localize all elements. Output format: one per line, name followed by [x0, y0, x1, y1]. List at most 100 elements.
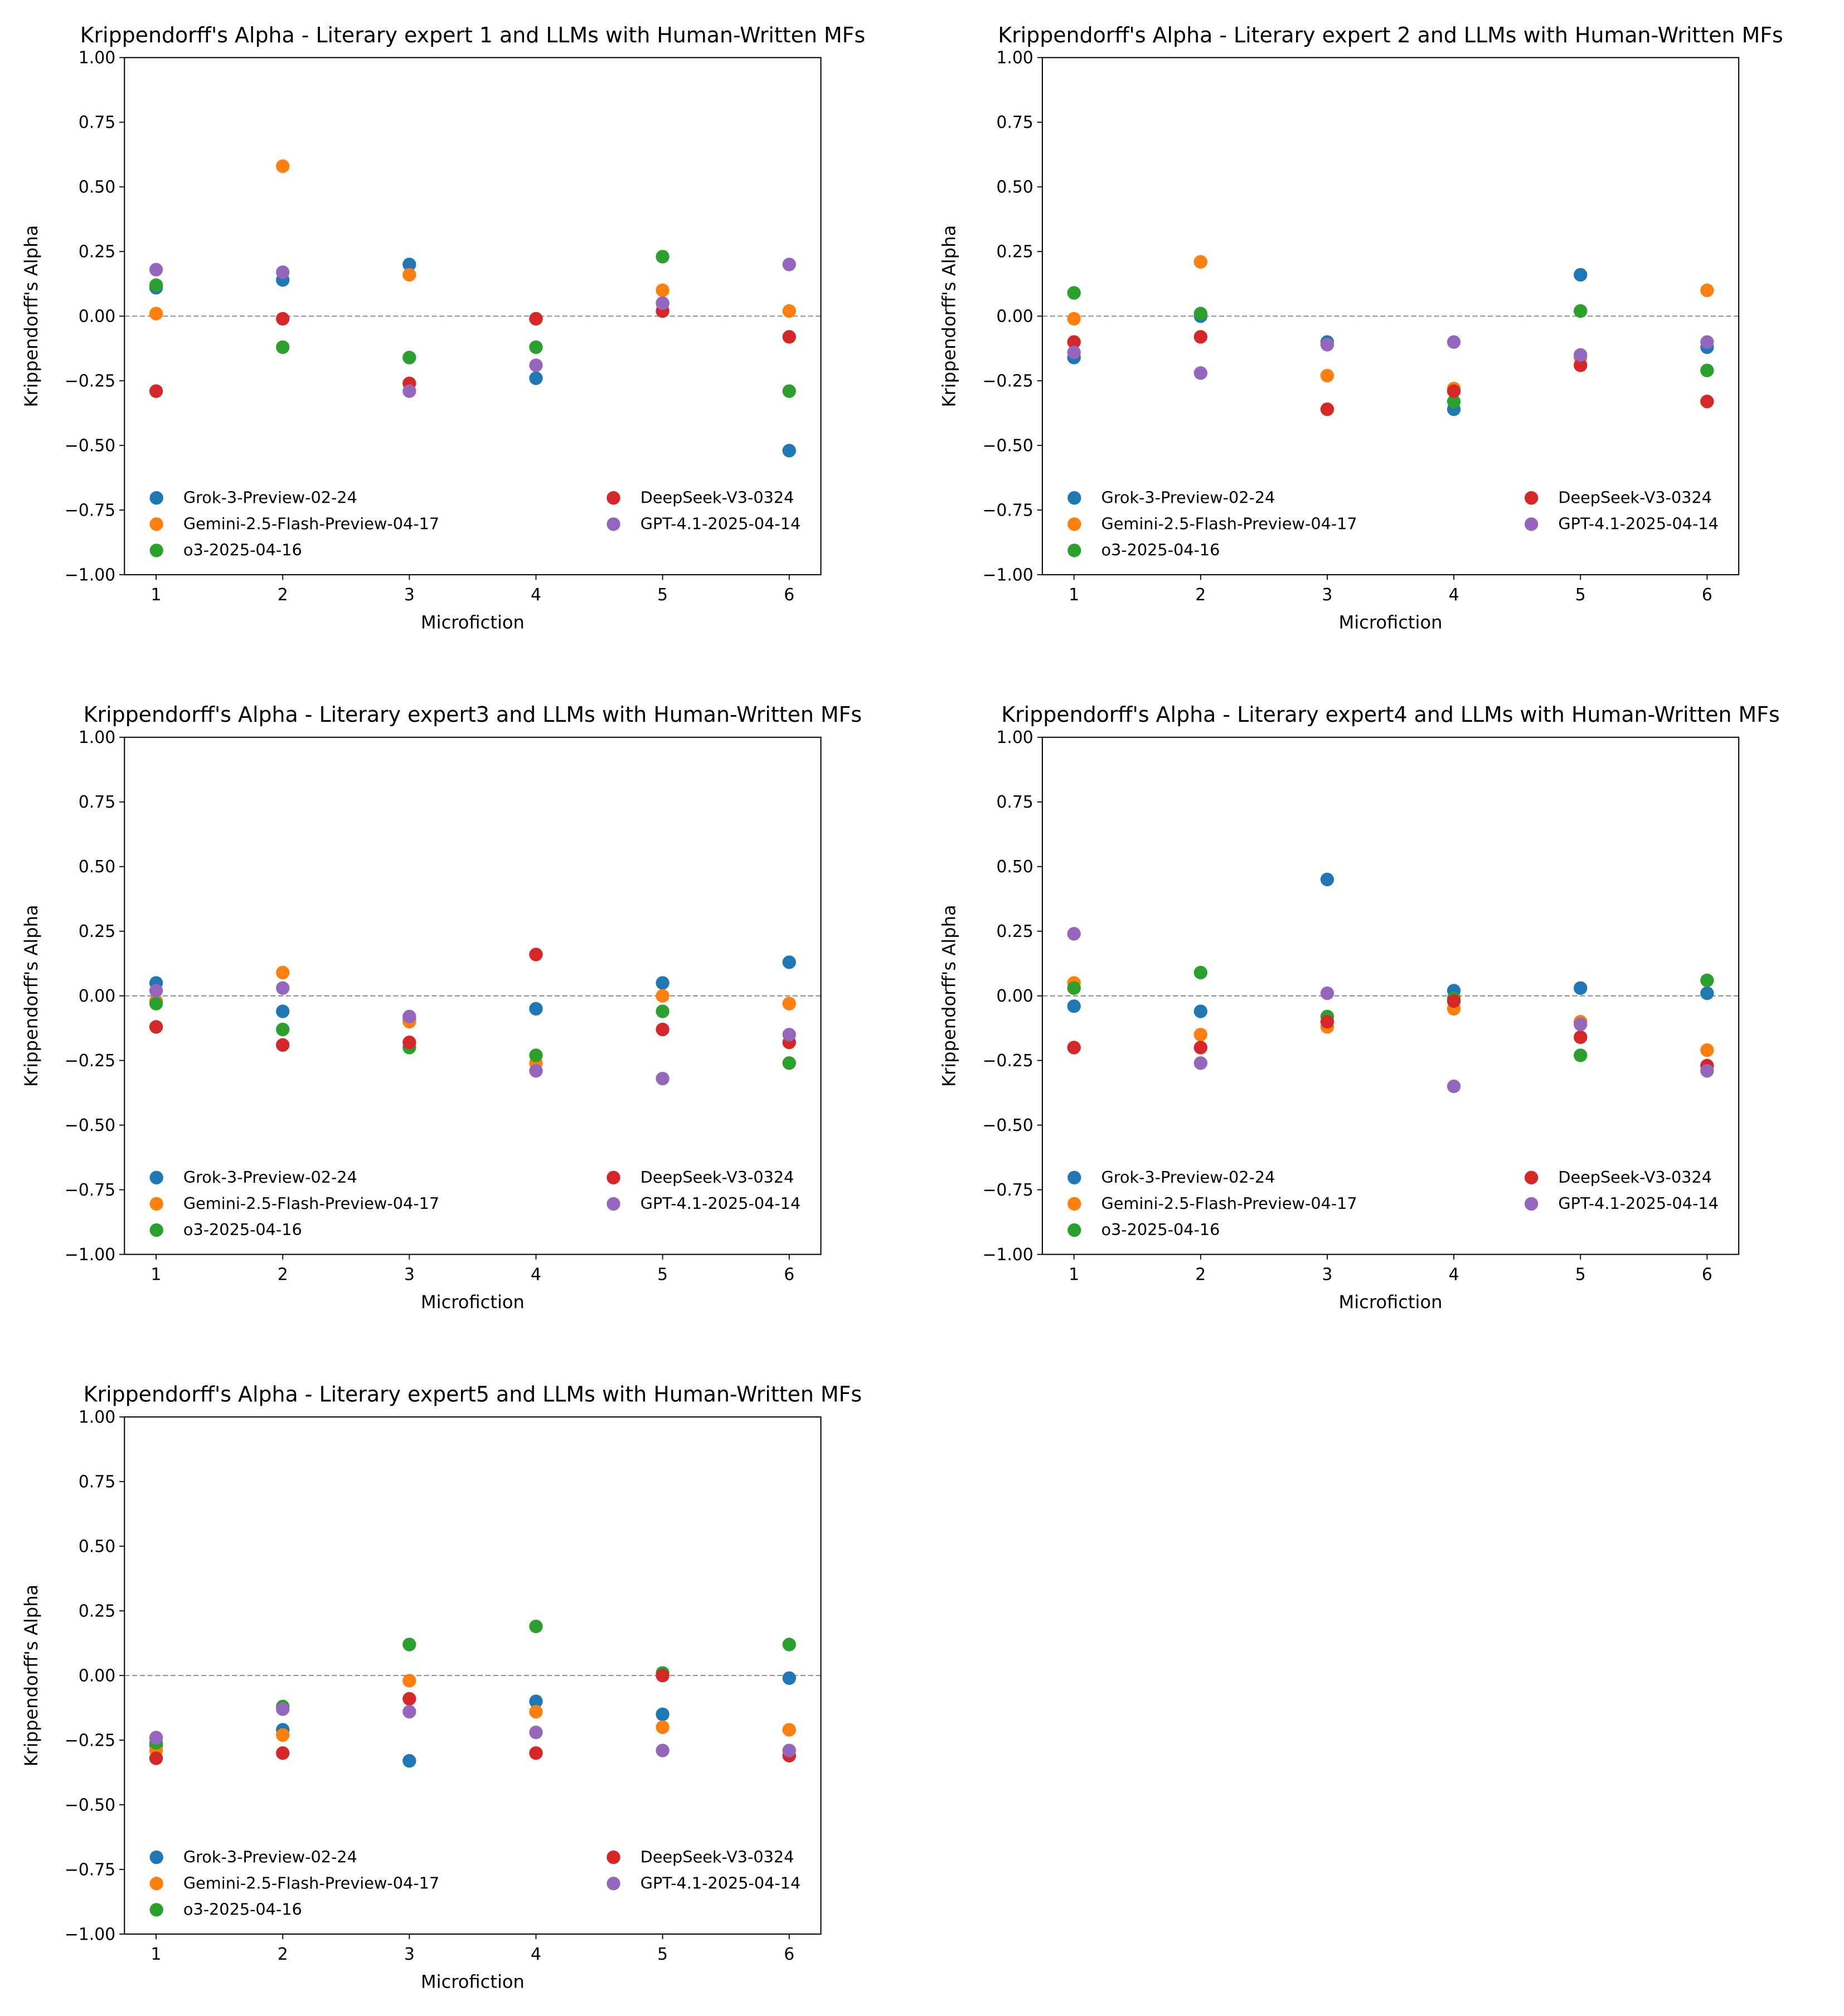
- legend-label: o3-2025-04-16: [1101, 541, 1220, 560]
- y-tick-label: 0.75: [79, 113, 115, 133]
- y-tick-label: 0.75: [79, 1473, 115, 1492]
- x-tick-label: 3: [1322, 585, 1332, 605]
- data-point-grok-3-preview-02-24: [782, 1671, 796, 1685]
- legend-marker: [149, 1223, 163, 1237]
- legend-marker: [149, 491, 163, 505]
- data-point-grok-3-preview-02-24: [782, 444, 796, 458]
- x-axis-label: Microfiction: [421, 1291, 525, 1313]
- y-axis-label: Krippendorff's Alpha: [21, 1585, 42, 1767]
- x-tick-label: 6: [784, 585, 794, 605]
- x-axis-label: Microfiction: [421, 612, 525, 633]
- data-point-gemini-2-5-flash-preview-04-17: [1067, 312, 1081, 326]
- y-tick-label: −1.00: [65, 1925, 115, 1944]
- data-point-deepseek-v3-0324: [149, 1751, 163, 1765]
- y-tick-label: −1.00: [982, 1245, 1033, 1265]
- x-tick-label: 4: [531, 1265, 541, 1285]
- y-tick-label: −0.50: [65, 1116, 115, 1135]
- legend-label: o3-2025-04-16: [183, 541, 302, 560]
- y-axis-label: Krippendorff's Alpha: [21, 905, 42, 1087]
- y-tick-label: −0.75: [65, 1181, 115, 1200]
- legend-label: o3-2025-04-16: [183, 1900, 302, 1919]
- data-point-deepseek-v3-0324: [402, 1036, 416, 1050]
- data-point-grok-3-preview-02-24: [402, 1754, 416, 1768]
- data-point-o3-2025-04-16: [656, 250, 669, 264]
- legend-marker: [1067, 491, 1081, 505]
- x-tick-label: 1: [151, 1945, 162, 1964]
- data-point-deepseek-v3-0324: [656, 1668, 669, 1683]
- data-point-o3-2025-04-16: [782, 384, 796, 398]
- legend-label: Grok-3-Preview-02-24: [183, 1847, 357, 1866]
- data-point-o3-2025-04-16: [1574, 304, 1588, 318]
- legend-label: GPT-4.1-2025-04-14: [1558, 1194, 1718, 1213]
- y-tick-label: −1.00: [982, 565, 1033, 585]
- data-point-deepseek-v3-0324: [1193, 1041, 1207, 1055]
- chart-title: Krippendorff's Alpha - Literary expert 2…: [998, 23, 1783, 47]
- data-point-gpt-4-1-2025-04-14: [149, 984, 163, 998]
- data-point-gemini-2-5-flash-preview-04-17: [1193, 255, 1207, 269]
- data-point-gpt-4-1-2025-04-14: [1700, 335, 1714, 349]
- data-point-gpt-4-1-2025-04-14: [782, 258, 796, 271]
- legend-label: DeepSeek-V3-0324: [640, 488, 794, 507]
- legend-label: GPT-4.1-2025-04-14: [640, 1194, 800, 1213]
- x-tick-label: 3: [404, 585, 415, 605]
- x-tick-label: 1: [151, 1265, 162, 1285]
- data-point-deepseek-v3-0324: [276, 312, 290, 326]
- data-point-gpt-4-1-2025-04-14: [1447, 335, 1461, 349]
- data-point-o3-2025-04-16: [149, 997, 163, 1011]
- legend-label: GPT-4.1-2025-04-14: [640, 514, 800, 533]
- data-point-gemini-2-5-flash-preview-04-17: [1700, 1043, 1714, 1057]
- data-point-gpt-4-1-2025-04-14: [1320, 986, 1335, 1000]
- legend-marker: [149, 1850, 163, 1864]
- legend-marker: [149, 1903, 163, 1917]
- y-axis-label: Krippendorff's Alpha: [21, 225, 42, 407]
- x-tick-label: 4: [1449, 1265, 1459, 1285]
- data-point-o3-2025-04-16: [1574, 1048, 1588, 1062]
- legend-marker: [606, 1170, 620, 1184]
- legend-marker: [1067, 1170, 1081, 1184]
- y-axis-label: Krippendorff's Alpha: [939, 225, 960, 407]
- legend-label: Gemini-2.5-Flash-Preview-04-17: [1101, 1194, 1357, 1213]
- data-point-gpt-4-1-2025-04-14: [149, 263, 163, 276]
- data-point-o3-2025-04-16: [402, 351, 416, 365]
- x-tick-label: 6: [784, 1265, 794, 1285]
- data-point-gemini-2-5-flash-preview-04-17: [656, 989, 669, 1003]
- y-tick-label: −0.75: [65, 1860, 115, 1879]
- x-axis-label: Microfiction: [1339, 612, 1443, 633]
- x-tick-label: 5: [657, 1265, 668, 1285]
- data-point-gpt-4-1-2025-04-14: [529, 358, 543, 372]
- y-tick-label: 0.50: [79, 178, 115, 197]
- x-tick-label: 4: [531, 585, 541, 605]
- y-tick-label: 0.25: [996, 242, 1033, 262]
- data-point-o3-2025-04-16: [1193, 965, 1207, 980]
- data-point-o3-2025-04-16: [1067, 286, 1081, 300]
- data-point-grok-3-preview-02-24: [529, 1694, 543, 1708]
- y-tick-label: −0.75: [65, 501, 115, 520]
- data-point-deepseek-v3-0324: [1574, 358, 1588, 372]
- y-tick-label: 0.25: [79, 922, 115, 941]
- data-point-o3-2025-04-16: [1447, 395, 1461, 409]
- chart-title: Krippendorff's Alpha - Literary expert5 …: [84, 1382, 862, 1407]
- data-point-deepseek-v3-0324: [1193, 330, 1207, 344]
- legend-marker: [149, 543, 163, 557]
- y-tick-label: 0.50: [996, 857, 1033, 877]
- y-tick-label: 0.75: [996, 793, 1033, 812]
- legend-label: DeepSeek-V3-0324: [1558, 488, 1712, 507]
- data-point-gpt-4-1-2025-04-14: [402, 384, 416, 398]
- y-tick-label: −0.50: [982, 436, 1033, 456]
- x-tick-label: 2: [1195, 585, 1206, 605]
- data-point-grok-3-preview-02-24: [782, 955, 796, 969]
- data-point-o3-2025-04-16: [656, 1004, 669, 1018]
- data-point-deepseek-v3-0324: [529, 312, 543, 326]
- data-point-gemini-2-5-flash-preview-04-17: [782, 997, 796, 1011]
- y-tick-label: −1.00: [65, 1245, 115, 1265]
- data-point-o3-2025-04-16: [529, 340, 543, 354]
- data-point-deepseek-v3-0324: [1320, 402, 1335, 416]
- x-axis-label: Microfiction: [421, 1971, 525, 1992]
- legend-label: Gemini-2.5-Flash-Preview-04-17: [1101, 514, 1357, 533]
- data-point-o3-2025-04-16: [149, 278, 163, 292]
- y-tick-label: 0.00: [996, 987, 1033, 1006]
- x-tick-label: 6: [1702, 1265, 1712, 1285]
- legend-label: Grok-3-Preview-02-24: [183, 1168, 357, 1187]
- data-point-gpt-4-1-2025-04-14: [782, 1028, 796, 1042]
